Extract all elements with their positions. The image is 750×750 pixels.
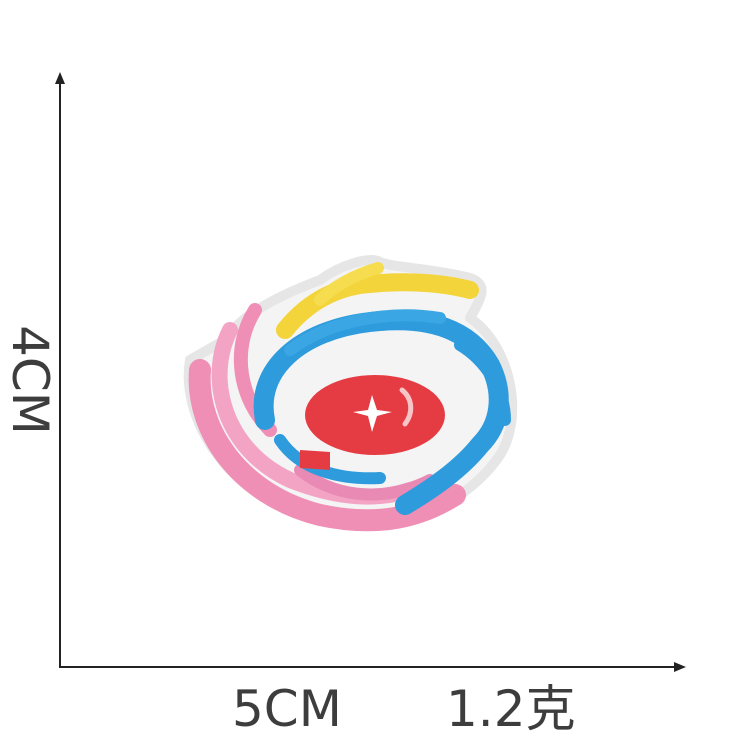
vertical-axis-arrow-icon bbox=[55, 72, 65, 84]
width-dimension-label: 5CM bbox=[232, 680, 342, 738]
horizontal-axis-arrow-icon bbox=[674, 662, 686, 672]
height-dimension-label: 4CM bbox=[1, 325, 59, 435]
weight-label: 1.2克 bbox=[446, 680, 576, 738]
